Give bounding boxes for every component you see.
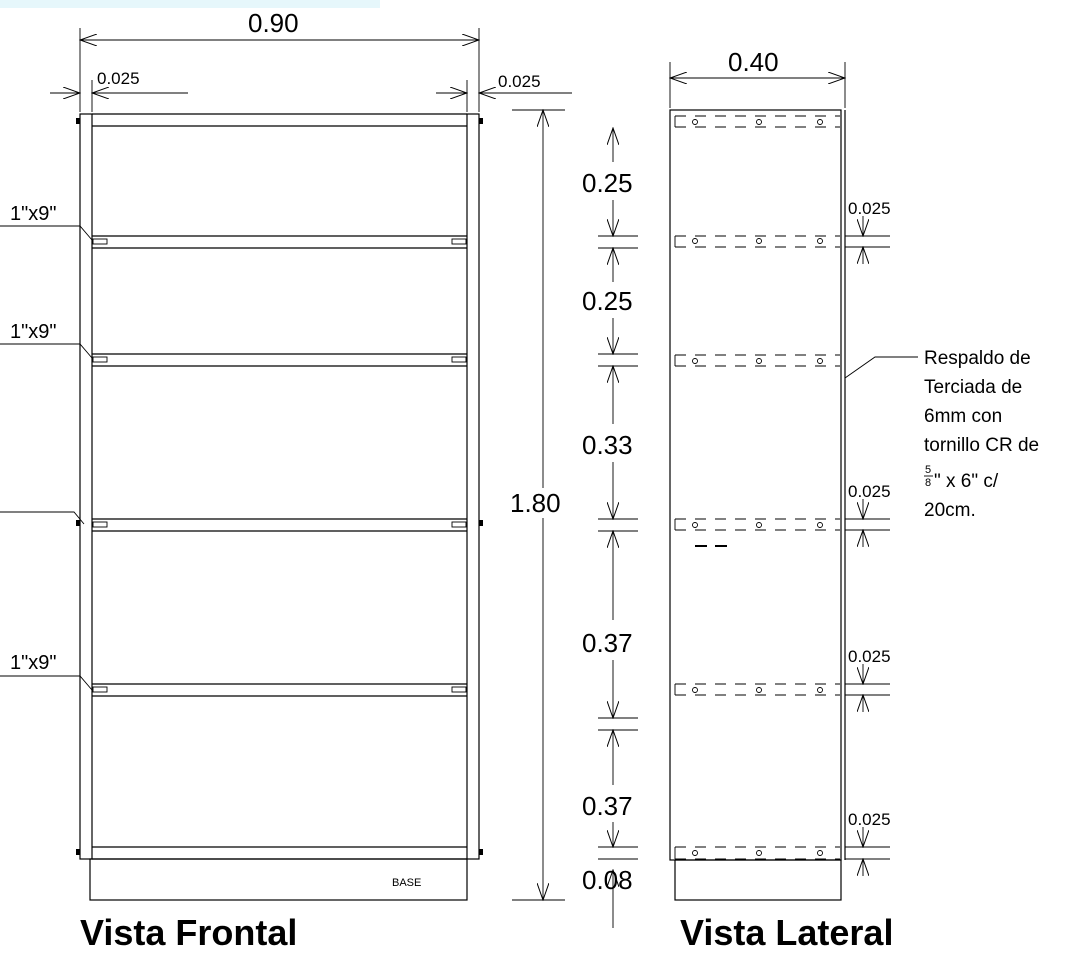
base-plinth xyxy=(89,858,468,901)
back-panel-note: Respaldo de Terciada de 6mm con tornillo… xyxy=(924,348,1039,521)
base-label: BASE xyxy=(392,877,421,889)
spacing-dim-4: 0.37 xyxy=(582,628,633,658)
note-line-6: 20cm. xyxy=(924,500,976,521)
shelf-thickness-1: 0.025 xyxy=(848,199,891,218)
side-view-title: Vista Lateral xyxy=(680,912,893,953)
note-line-3: 6mm con xyxy=(924,406,1002,427)
right-side-dim-label: 0.025 xyxy=(498,72,541,91)
height-dimension xyxy=(512,110,565,900)
note-line-2: Terciada de xyxy=(924,377,1022,398)
left-side-panel xyxy=(79,113,93,860)
right-side-panel xyxy=(466,113,480,860)
note-leader xyxy=(844,356,918,379)
spacing-dim-5: 0.37 xyxy=(582,791,633,821)
shelf-thickness-dims xyxy=(845,216,890,876)
spacing-dim-3: 0.33 xyxy=(582,430,633,460)
height-dim-label: 1.80 xyxy=(510,488,561,518)
highlight-bar xyxy=(0,0,380,8)
bolt-heads xyxy=(76,118,483,855)
note-line-4: tornillo CR de xyxy=(924,435,1039,456)
front-view-title: Vista Frontal xyxy=(80,912,297,953)
board-label-2: 1"x9" xyxy=(10,321,56,343)
side-thickness-dims xyxy=(50,80,572,112)
shelf-thickness-4: 0.025 xyxy=(848,810,891,829)
note-fraction-numerator: 5 xyxy=(925,464,931,476)
shelf-thickness-2: 0.025 xyxy=(848,482,891,501)
board-label-1: 1"x9" xyxy=(10,203,56,225)
left-side-dim-label: 0.025 xyxy=(97,69,140,88)
note-line-1: Respaldo de xyxy=(924,348,1031,369)
width-dim-label: 0.90 xyxy=(248,8,299,38)
note-fraction-denominator: 8 xyxy=(925,477,931,489)
spacing-dim-2: 0.25 xyxy=(582,286,633,316)
spacing-dim-1: 0.25 xyxy=(582,168,633,198)
spacing-dimension-chain xyxy=(598,128,638,928)
depth-dim-label: 0.40 xyxy=(728,47,779,77)
shelf-cleats xyxy=(92,238,467,693)
shelf-thickness-3: 0.025 xyxy=(848,647,891,666)
width-dimension xyxy=(80,28,479,112)
front-shelves xyxy=(92,235,467,860)
depth-dimension xyxy=(670,62,845,108)
spacing-dim-6: 0.08 xyxy=(582,865,633,895)
side-view: 0.40 0.025 0.025 0.025 0.025 xyxy=(670,47,1039,953)
side-base xyxy=(674,859,842,901)
board-label-3: 1"x9" xyxy=(10,652,56,674)
note-fraction-tail: " x 6" c/ xyxy=(934,471,999,492)
side-shelves xyxy=(674,115,840,860)
front-view: BASE 1"x9" 1"x9" xyxy=(0,8,572,953)
board-leaders xyxy=(0,225,93,691)
side-panel-outline xyxy=(669,109,842,861)
